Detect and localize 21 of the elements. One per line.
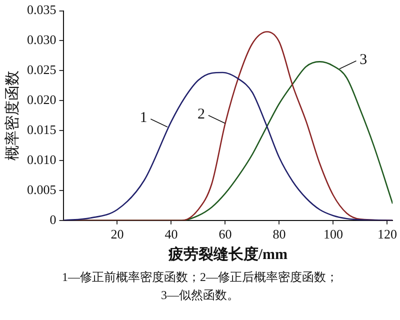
- y-axis-title: 概率密度函数: [4, 70, 21, 161]
- x-tick-label: 20: [110, 226, 124, 242]
- y-tick-label: 0.035: [27, 2, 56, 18]
- y-tick-label: 0.030: [27, 32, 56, 48]
- y-tick-label: 0.025: [27, 62, 56, 78]
- x-tick-label: 100: [323, 226, 343, 242]
- text: 3—似然函数。: [160, 287, 240, 304]
- x-tick-label: 60: [218, 226, 232, 242]
- y-tick-label: 0.010: [27, 152, 56, 167]
- y-tick-label: 0.005: [27, 182, 56, 197]
- annotation: 2: [197, 106, 205, 122]
- y-tick-label: 0.020: [27, 92, 56, 108]
- y-tick-label: 0.015: [27, 122, 56, 137]
- annotation: 1: [140, 110, 148, 126]
- x-tick-label: 80: [272, 226, 286, 242]
- x-tick-label: 40: [164, 226, 178, 242]
- y-tick-label: 0: [50, 212, 56, 227]
- text: 1—修正前概率密度函数；2—修正后概率密度函数；: [61, 269, 339, 286]
- x-axis-title: 疲劳裂缝长度/mm: [167, 244, 288, 263]
- annotation: 3: [360, 52, 368, 68]
- x-tick-label: 120: [377, 226, 397, 242]
